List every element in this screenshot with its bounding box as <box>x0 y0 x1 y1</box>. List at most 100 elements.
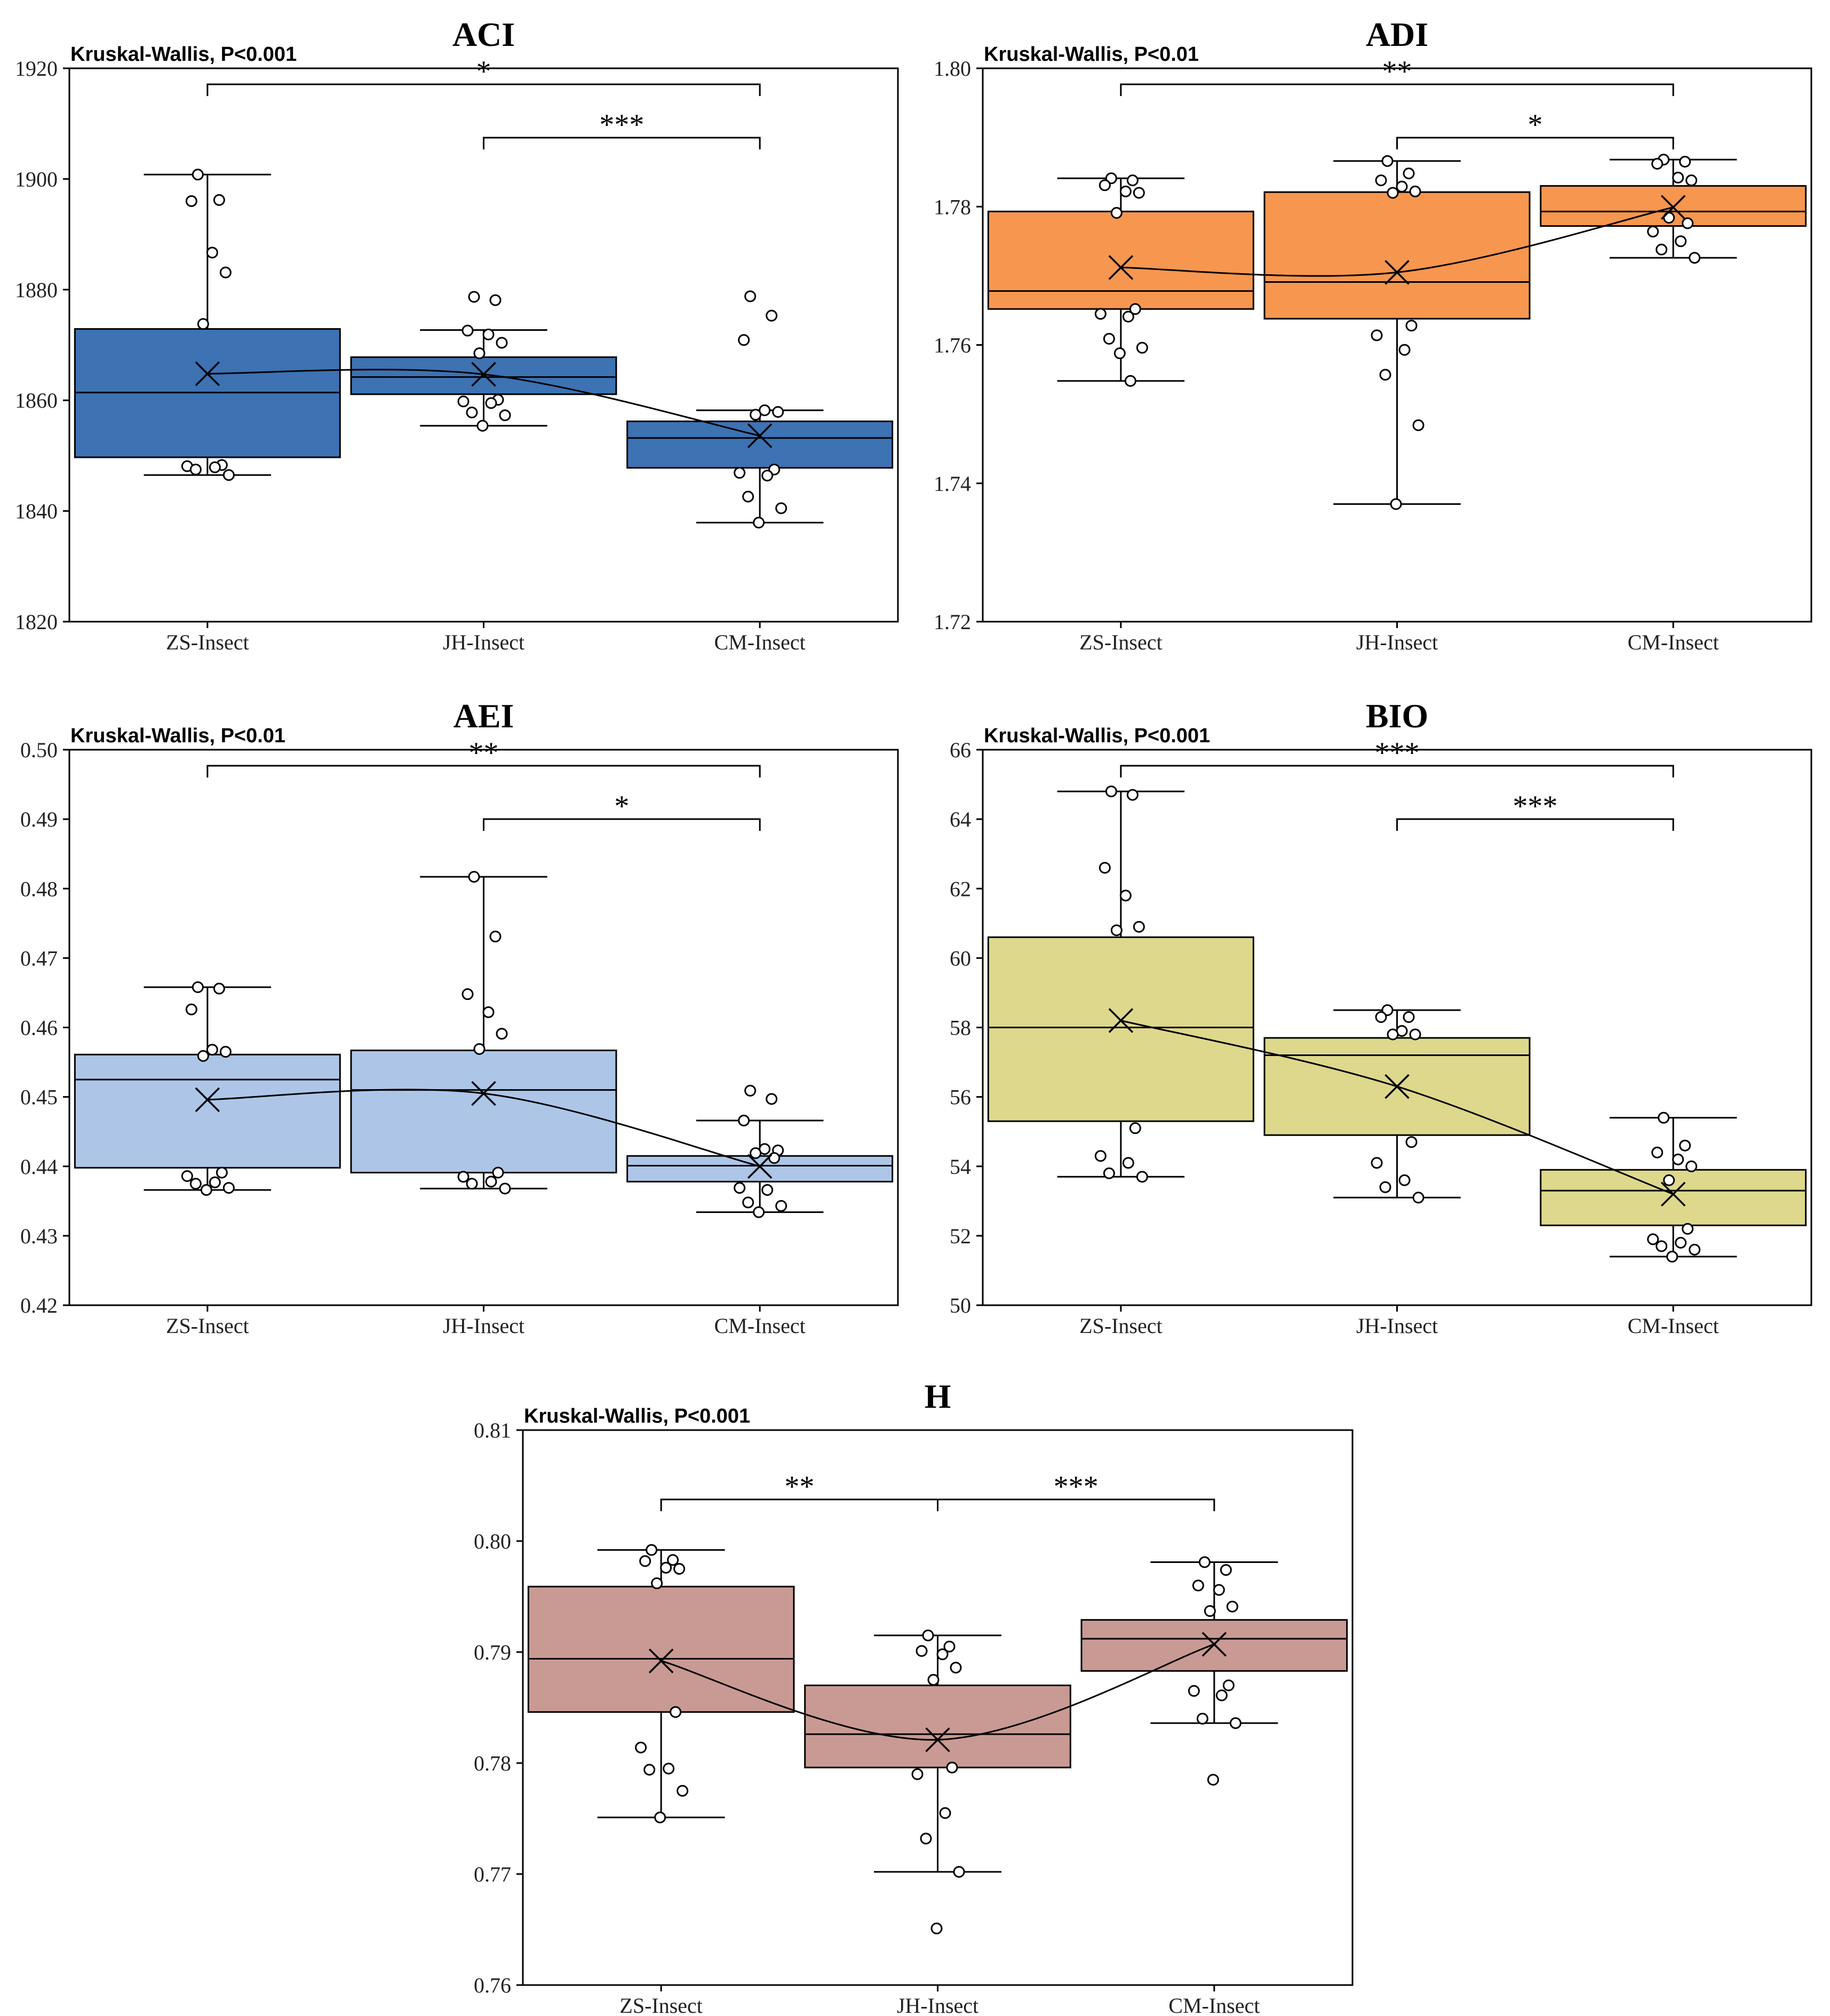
data-point <box>468 291 480 303</box>
data-point <box>1192 1580 1204 1592</box>
mean-marker <box>1108 1008 1134 1033</box>
mean-marker <box>1108 255 1134 280</box>
box-iqr <box>987 210 1254 310</box>
mean-marker <box>195 361 220 386</box>
y-tick-label: 1.72 <box>934 610 971 634</box>
data-point <box>462 324 474 337</box>
y-tick-label: 50 <box>950 1293 971 1317</box>
significance-bracket <box>483 818 761 831</box>
y-tick-label: 1.80 <box>934 57 971 81</box>
test-label: Kruskal-Wallis, P<0.001 <box>524 1405 750 1427</box>
y-tick-label: 52 <box>950 1224 971 1248</box>
data-point <box>772 406 784 418</box>
data-point <box>744 290 757 303</box>
data-point <box>1675 235 1687 248</box>
data-point <box>1371 1157 1383 1169</box>
box-iqr <box>626 1155 894 1182</box>
y-tick-label: 0.49 <box>20 807 58 831</box>
data-point <box>734 1182 746 1194</box>
significance-label: * <box>1527 108 1542 141</box>
data-point <box>1122 311 1134 323</box>
data-point <box>1207 1774 1219 1786</box>
x-tick-label: JH-Insect <box>443 630 524 654</box>
data-point <box>468 871 480 883</box>
data-point <box>677 1785 689 1797</box>
y-tick-label: 0.47 <box>20 946 58 970</box>
data-point <box>206 247 218 259</box>
data-point <box>1689 1243 1701 1256</box>
box-iqr <box>74 1053 341 1169</box>
data-point <box>635 1741 647 1753</box>
significance-bracket <box>206 83 761 96</box>
significance-bracket <box>937 1498 1215 1511</box>
data-point <box>911 1768 924 1780</box>
data-point <box>496 1028 508 1040</box>
y-tick-label: 1900 <box>15 167 58 191</box>
chart-panel-adi: ADI Kruskal-Wallis, P<0.01 1.72 1.74 1.76 1.7… <box>934 15 1812 654</box>
mean-marker <box>747 423 773 448</box>
data-point <box>753 1206 765 1218</box>
data-point <box>1675 1236 1687 1249</box>
data-point <box>1375 174 1387 186</box>
data-point <box>209 461 221 473</box>
significance-label: *** <box>1054 1470 1099 1503</box>
data-point <box>1136 342 1148 354</box>
y-tick-label: 0.42 <box>20 1293 58 1317</box>
y-tick-label: 0.45 <box>20 1085 58 1109</box>
data-point <box>1188 1685 1200 1697</box>
y-tick-label: 0.50 <box>20 738 58 762</box>
data-point <box>192 169 204 181</box>
y-tick-label: 62 <box>950 877 971 901</box>
data-point <box>1390 498 1402 510</box>
data-point <box>192 981 204 994</box>
data-point <box>466 1178 478 1190</box>
y-tick-label: 56 <box>950 1085 971 1109</box>
x-tick-label: ZS-Insect <box>1079 630 1163 654</box>
data-point <box>761 1184 774 1196</box>
data-point <box>646 1544 658 1556</box>
data-point <box>492 1166 504 1179</box>
data-point <box>930 1922 943 1934</box>
data-point <box>185 195 197 207</box>
y-tick-label: 0.44 <box>20 1155 58 1179</box>
data-point <box>766 309 778 322</box>
data-point <box>1198 1556 1211 1568</box>
data-point <box>742 490 754 503</box>
y-tick-label: 0.79 <box>474 1640 511 1664</box>
significance-label: *** <box>1375 736 1420 769</box>
data-point <box>1375 1011 1387 1023</box>
data-point <box>489 931 502 943</box>
y-tick-label: 1.76 <box>934 334 971 358</box>
data-point <box>485 397 497 409</box>
data-point <box>943 1640 956 1653</box>
data-point <box>496 337 508 349</box>
data-point <box>499 409 511 422</box>
data-point <box>1682 217 1694 229</box>
data-point <box>219 1046 232 1058</box>
box-cm-insect <box>626 1120 894 1213</box>
data-point <box>1222 1679 1235 1692</box>
data-point <box>1412 419 1425 431</box>
data-point <box>673 1563 686 1575</box>
significance-label: ** <box>1382 55 1412 88</box>
box-zs-insect <box>74 986 341 1191</box>
data-point <box>1666 1250 1678 1263</box>
data-point <box>1379 1181 1391 1193</box>
data-point <box>1119 185 1132 197</box>
data-point <box>1103 1167 1115 1179</box>
box-cm-insect <box>626 409 894 523</box>
data-point <box>1651 1146 1664 1158</box>
box-iqr <box>987 936 1254 1122</box>
data-point <box>213 982 225 995</box>
chart-panel-bio: BIO Kruskal-Wallis, P<0.001 50 52 54 56 58 60 62… <box>950 697 1812 1338</box>
mean-marker <box>648 1648 674 1673</box>
data-point <box>744 1084 757 1097</box>
x-tick-label: JH-Insect <box>443 1314 524 1338</box>
data-point <box>1387 1028 1399 1041</box>
data-point <box>1110 207 1123 219</box>
significance-bracket <box>1396 137 1674 149</box>
data-point <box>1094 1150 1107 1162</box>
y-tick-label: 0.76 <box>474 1973 511 1997</box>
data-point <box>1647 225 1659 237</box>
